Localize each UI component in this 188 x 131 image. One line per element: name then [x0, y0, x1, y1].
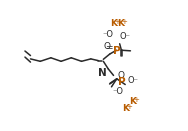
Text: K: K: [117, 19, 124, 28]
Text: ⁻O: ⁻O: [112, 87, 123, 96]
Text: +: +: [121, 19, 127, 25]
Text: ⁻O: ⁻O: [102, 30, 113, 39]
Text: +: +: [133, 97, 139, 103]
Text: O: O: [117, 70, 124, 80]
Text: P: P: [113, 46, 121, 56]
Text: K: K: [110, 19, 117, 28]
Text: P: P: [118, 77, 125, 87]
Text: =: =: [105, 43, 113, 52]
Text: +: +: [114, 19, 120, 25]
Text: K: K: [129, 97, 136, 107]
Text: O⁻: O⁻: [127, 76, 138, 85]
Text: +: +: [126, 104, 132, 110]
Text: O: O: [103, 42, 110, 51]
Text: K: K: [122, 104, 129, 113]
Text: O⁻: O⁻: [120, 32, 131, 41]
Text: N: N: [98, 68, 106, 78]
